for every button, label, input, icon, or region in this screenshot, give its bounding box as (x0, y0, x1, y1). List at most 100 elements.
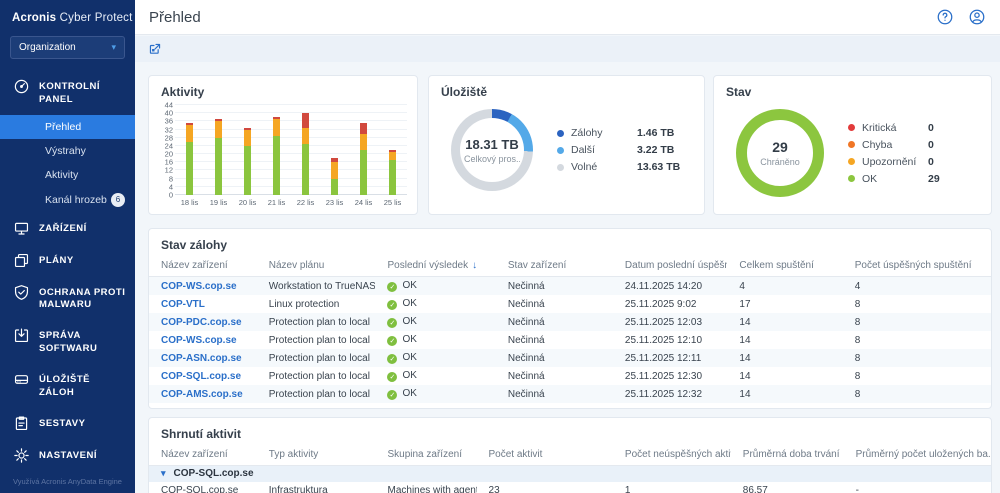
column-header[interactable]: Stav zařízení (495, 256, 613, 277)
column-header[interactable]: Typ aktivity (256, 445, 376, 466)
column-header[interactable]: Název zařízení (149, 256, 257, 277)
sidebar-item-sprava-softwaru[interactable]: SPRÁVA SOFTWARU (0, 320, 135, 364)
sidebar-item-nastaveni[interactable]: NASTAVENÍ (0, 440, 135, 472)
sidebar-item-ochrana-proti-malwaru[interactable]: OCHRANA PROTI MALWARU (0, 277, 135, 321)
stacked-bar[interactable] (331, 105, 338, 195)
y-tick-label: 32 (164, 125, 173, 135)
bar-segment-error (273, 117, 280, 120)
legend-label: OK (862, 172, 878, 185)
column-header[interactable]: Poslední výsledek ↓ (375, 256, 496, 277)
open-in-new-window-icon[interactable] (148, 42, 162, 56)
legend-item: Zálohy 1.46 TB (557, 127, 680, 139)
legend-label: Zálohy (571, 127, 603, 139)
cell-status: ✓ OK (375, 367, 495, 385)
table-row[interactable]: COP-WS.cop.se Protection plan to local ✓ OK… (149, 331, 991, 349)
logo-brand: Acronis (12, 12, 57, 24)
cell-text: Nečinná (507, 370, 545, 382)
help-icon[interactable] (936, 8, 954, 26)
x-tick-label: 24 lis (354, 198, 373, 207)
cell-text: 14 (739, 334, 751, 346)
column-header[interactable]: Název zařízení (149, 445, 257, 466)
organization-selector[interactable]: Organization ▾ (10, 36, 125, 59)
cell-text: 8 (842, 349, 991, 367)
bar-segment-warning (215, 121, 222, 138)
legend-dot-icon (848, 124, 855, 131)
cell-text: 25.11.2025 12:32 (612, 385, 728, 403)
column-header[interactable]: Průměrný počet uložených ba... (843, 445, 991, 466)
activity-summary-table: Název zařízení Typ aktivity Skupina zaříze… (149, 445, 991, 493)
device-link[interactable]: COP-ASN.cop.se (161, 352, 242, 364)
y-tick-label: 8 (168, 174, 173, 184)
stacked-bar[interactable] (360, 105, 367, 195)
y-tick-label: 0 (168, 190, 173, 200)
bar-segment-warning (331, 162, 338, 179)
activities-chart: 0 4 8 12 16 20 24 28 32 36 40 44 18 lis 19 lis 20 lis 2… (149, 101, 417, 207)
sidebar-item-prehled[interactable]: Přehled (0, 114, 135, 139)
device-link[interactable]: COP-WS.cop.se (161, 334, 237, 346)
gridline (175, 128, 407, 130)
group-row[interactable]: ▾ COP-SQL.cop.se (149, 465, 991, 482)
sidebar-item-uloziste-zaloh[interactable]: ÚLOŽIŠTĚ ZÁLOH (0, 364, 135, 408)
stacked-bar[interactable] (186, 105, 193, 195)
column-header[interactable]: Počet aktivit (476, 445, 613, 466)
status-text: OK (402, 370, 417, 381)
activities-card-title: Aktivity (161, 85, 205, 99)
cell-text: Linux protection (268, 298, 340, 310)
settings-icon (14, 447, 29, 463)
y-tick-label: 36 (164, 116, 173, 126)
legend-value: 3.22 TB (637, 144, 675, 156)
chevron-down-icon[interactable]: ▾ (161, 468, 166, 479)
x-tick-label: 19 lis (209, 198, 228, 207)
gridline (175, 177, 407, 179)
gridline (175, 112, 407, 114)
table-row[interactable]: COP-PDC.cop.se Protection plan to local ✓ O… (149, 313, 991, 331)
stacked-bar[interactable] (302, 105, 309, 195)
sidebar-item-aktivity[interactable]: Aktivity (0, 163, 135, 187)
table-row[interactable]: COP-VTL Linux protection ✓ OK Nečinná 25.11.2… (149, 295, 991, 313)
storage-card: Úložiště 18.31 TB Celkový pros... Zálohy… (428, 75, 705, 215)
stacked-bar[interactable] (215, 105, 222, 195)
device-link[interactable]: COP-VTL (161, 298, 205, 310)
legend-item: Volné 13.63 TB (557, 161, 680, 173)
column-header[interactable]: Celkem spuštění (727, 256, 843, 277)
table-row[interactable]: COP-ASN.cop.se Protection plan to local ✓ O… (149, 349, 991, 367)
cell-text: 25.11.2025 12:10 (624, 334, 703, 346)
sidebar-item-sestavy[interactable]: SESTAVY (0, 408, 135, 440)
stacked-bar[interactable] (273, 105, 280, 195)
sidebar-item-plany[interactable]: PLÁNY (0, 245, 135, 277)
column-header[interactable]: Název plánu (256, 256, 376, 277)
activity-summary-card: Shrnutí aktivit Název zařízení Typ aktivi… (148, 417, 992, 493)
device-link[interactable]: COP-PDC.cop.se (161, 316, 242, 328)
device-link[interactable]: COP-AMS.cop.se (161, 388, 243, 400)
column-header[interactable]: Datum poslední úspěšné zálo... (612, 256, 728, 277)
column-header[interactable]: Skupina zařízení (375, 445, 477, 466)
bar-segment-success (215, 137, 222, 195)
account-icon[interactable] (968, 8, 986, 26)
column-header[interactable]: Počet neúspěšných aktivit (612, 445, 731, 466)
cell-text: 14 (727, 385, 843, 403)
column-header[interactable]: Počet úspěšných spuštění (842, 256, 991, 277)
device-link[interactable]: COP-WS.cop.se (161, 280, 237, 292)
cell-text: Protection plan to local (268, 334, 370, 346)
table-row[interactable]: COP-SQL.cop.se Protection plan to local ✓ O… (149, 367, 991, 385)
sidebar-item-control-panel[interactable]: KONTROLNÍ PANEL (0, 71, 135, 115)
cell-text: Nečinná (495, 385, 613, 403)
legend-item: Další 3.22 TB (557, 144, 680, 156)
stacked-bar[interactable] (389, 105, 396, 195)
activities-card: Aktivity 0 4 8 12 16 20 24 28 32 36 40 44 18 lis 19 l… (148, 75, 418, 215)
sidebar-item-zarizeni[interactable]: ZAŘÍZENÍ (0, 213, 135, 245)
table-row[interactable]: COP-AMS.cop.se Protection plan to local ✓ O… (149, 385, 991, 403)
ok-status-icon: ✓ (387, 300, 398, 310)
table-row[interactable]: COP-WS.cop.se Workstation to TrueNAS ✓ OK Ne… (149, 276, 991, 295)
status-text: OK (402, 298, 417, 309)
legend-dot-icon (848, 158, 855, 165)
column-header[interactable]: Průměrná doba trvání (730, 445, 844, 466)
y-tick-label: 20 (164, 149, 173, 159)
table-row[interactable]: COP-SQL.cop.se Infrastruktura Machines wit… (149, 482, 991, 493)
status-text: OK (402, 334, 417, 345)
cell-text: Protection plan to local (256, 385, 376, 403)
sidebar-item-kanal-hrozeb[interactable]: Kanál hrozeb 6 (0, 187, 135, 213)
sidebar-item-vystrahy[interactable]: Výstrahy (0, 139, 135, 163)
device-link[interactable]: COP-SQL.cop.se (161, 370, 242, 382)
stacked-bar[interactable] (244, 105, 251, 195)
